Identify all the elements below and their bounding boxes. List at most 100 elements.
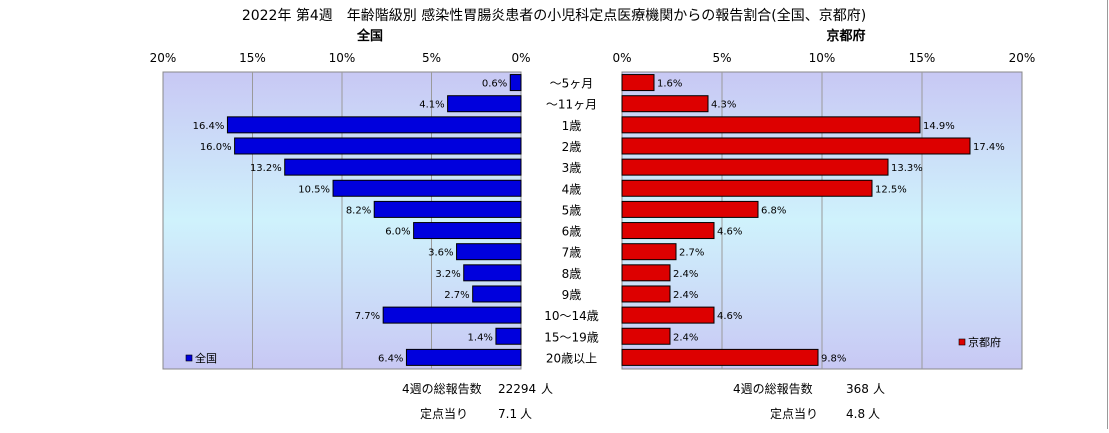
data-labels: 0.6% 1.6% 4.1% 4.3% 16.4% 14.9% 16.0% 17.4% 13.2… — [193, 79, 1005, 365]
category-label: 2歳 — [562, 140, 582, 154]
data-label-kyoto: 12.5% — [875, 184, 907, 195]
bar-kyoto — [621, 222, 715, 240]
bar-national — [284, 158, 522, 176]
data-label-kyoto: 1.6% — [657, 79, 682, 90]
national-per-value: 7.1 — [498, 407, 517, 421]
bar-kyoto — [621, 306, 715, 324]
category-label: 6歳 — [562, 225, 582, 239]
category-label: ～11ヶ月 — [546, 98, 597, 112]
national-total-value: 22294 — [498, 382, 536, 396]
legend-marker-kyoto — [958, 338, 966, 346]
bar-kyoto — [621, 285, 671, 303]
kyoto-per-unit: 人 — [868, 407, 880, 421]
category-label: 20歳以上 — [546, 351, 597, 365]
x-tick-label-kyoto: 15% — [909, 51, 936, 65]
data-label-national: 3.6% — [428, 248, 453, 259]
data-label-national: 16.4% — [193, 121, 225, 132]
data-label-national: 16.0% — [200, 142, 232, 153]
category-label: 9歳 — [562, 288, 582, 302]
bar-national — [495, 327, 522, 345]
right-frame-line — [1107, 0, 1108, 429]
bar-kyoto — [621, 348, 819, 366]
category-label: 1歳 — [562, 119, 582, 133]
legend-label-national: 全国 — [195, 351, 217, 365]
bar-national — [234, 137, 522, 155]
kyoto-per-label: 定点当り — [770, 406, 818, 421]
x-tick-label-national: 5% — [422, 51, 441, 65]
x-tick-label-national: 0% — [511, 51, 530, 65]
data-label-national: 2.7% — [444, 290, 469, 301]
data-label-national: 10.5% — [298, 184, 330, 195]
data-label-kyoto: 17.4% — [973, 142, 1005, 153]
category-label: 7歳 — [562, 246, 582, 260]
data-label-national: 8.2% — [346, 205, 371, 216]
category-label: ～5ヶ月 — [550, 77, 594, 91]
data-label-kyoto: 2.4% — [673, 269, 698, 280]
national-total-label: 4週の総報告数 — [402, 381, 482, 396]
x-tick-label-national: 20% — [150, 51, 177, 65]
data-label-kyoto: 6.8% — [761, 205, 786, 216]
bar-kyoto — [621, 264, 671, 282]
bars — [226, 74, 971, 366]
national-per-label: 定点当り — [420, 406, 468, 421]
category-labels: ～5ヶ月 ～11ヶ月 1歳 2歳 3歳 4歳 5歳 6歳 7歳 8歳 9歳 10～14歳 15～19歳 2… — [544, 77, 599, 366]
bar-national — [332, 179, 522, 197]
data-label-national: 3.2% — [435, 269, 460, 280]
bar-national — [226, 116, 522, 134]
bar-national — [447, 95, 522, 113]
x-tick-label-kyoto: 5% — [712, 51, 731, 65]
bar-national — [509, 74, 522, 92]
x-tick-label-national: 10% — [329, 51, 356, 65]
data-label-kyoto: 2.4% — [673, 332, 698, 343]
x-tick-label-national: 15% — [239, 51, 266, 65]
bar-kyoto — [621, 95, 709, 113]
data-label-kyoto: 4.3% — [711, 100, 736, 111]
category-label: 15～19歳 — [544, 330, 599, 344]
data-label-national: 6.4% — [378, 353, 403, 364]
bar-national — [456, 243, 522, 261]
chart-title: 2022年 第4週 年齢階級別 感染性胃腸炎患者の小児科定点医療機関からの報告割… — [242, 7, 866, 24]
bar-kyoto — [621, 200, 759, 218]
bar-kyoto — [621, 327, 671, 345]
bar-kyoto — [621, 74, 655, 92]
data-label-kyoto: 4.6% — [717, 311, 742, 322]
category-label: 10～14歳 — [544, 309, 599, 323]
legend-marker-national — [185, 354, 193, 362]
data-label-kyoto: 13.3% — [891, 163, 923, 174]
data-label-kyoto: 2.4% — [673, 290, 698, 301]
bar-national — [405, 348, 522, 366]
kyoto-total-value: 368 — [846, 382, 869, 396]
x-tick-label-kyoto: 20% — [1009, 51, 1036, 65]
bar-national — [463, 264, 522, 282]
data-label-national: 1.4% — [468, 332, 493, 343]
data-label-kyoto: 14.9% — [923, 121, 955, 132]
panel-title-national: 全国 — [356, 28, 383, 44]
data-label-national: 4.1% — [419, 100, 444, 111]
data-label-national: 13.2% — [250, 163, 282, 174]
category-label: 3歳 — [562, 161, 582, 175]
bar-national — [413, 222, 522, 240]
category-label: 5歳 — [562, 203, 582, 217]
x-tick-labels: 0% 0% 5% 5% 10% 10% 15% 15% 20% 20% — [150, 51, 1036, 65]
national-total-unit: 人 — [541, 382, 553, 396]
data-label-kyoto: 4.6% — [717, 227, 742, 238]
bar-kyoto — [621, 179, 873, 197]
legend-label-kyoto: 京都府 — [968, 335, 1001, 349]
panel-title-kyoto: 京都府 — [826, 28, 865, 44]
category-label: 8歳 — [562, 267, 582, 281]
bar-kyoto — [621, 243, 677, 261]
bar-national — [382, 306, 522, 324]
data-label-kyoto: 2.7% — [679, 248, 704, 259]
kyoto-total-unit: 人 — [873, 382, 885, 396]
x-tick-label-kyoto: 0% — [612, 51, 631, 65]
data-label-kyoto: 9.8% — [821, 353, 846, 364]
bar-kyoto — [621, 116, 921, 134]
data-label-national: 7.7% — [355, 311, 380, 322]
kyoto-total-label: 4週の総報告数 — [733, 381, 813, 396]
kyoto-per-value: 4.8 — [846, 407, 865, 421]
data-label-national: 0.6% — [482, 79, 507, 90]
bar-kyoto — [621, 137, 971, 155]
data-label-national: 6.0% — [385, 227, 410, 238]
